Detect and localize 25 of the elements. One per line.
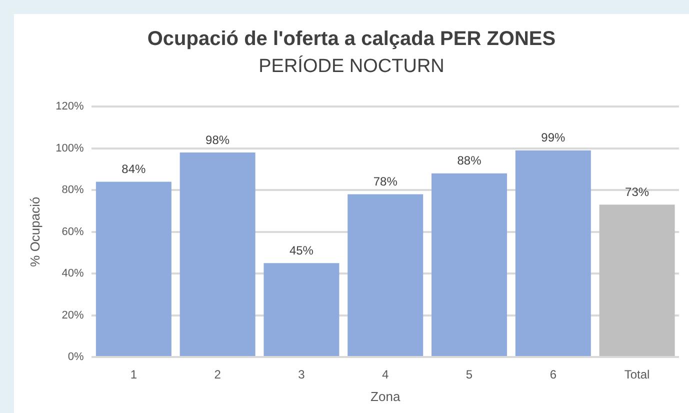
data-label: 78% — [373, 174, 398, 189]
y-tick-label: 20% — [62, 309, 84, 322]
data-label: 45% — [289, 243, 314, 258]
chart-subtitle: PERÍODE NOCTURN — [258, 56, 446, 78]
x-axis-title: Zona — [370, 388, 401, 404]
y-tick-label: 60% — [62, 226, 84, 238]
chart-title: Ocupació de l'oferta a calçada PER ZONES — [146, 28, 557, 51]
x-tick-label: 6 — [550, 368, 557, 382]
data-label: 99% — [541, 130, 566, 145]
data-label: 88% — [457, 154, 482, 168]
y-tick-label: 40% — [62, 268, 84, 280]
x-tick-label: 5 — [466, 368, 473, 382]
data-label: 73% — [625, 184, 650, 199]
y-tick-label: 80% — [62, 184, 84, 196]
data-label: 98% — [206, 132, 230, 147]
y-tick-label: 120% — [56, 100, 84, 113]
x-tick-label: 3 — [298, 368, 306, 382]
data-label: 84% — [122, 162, 146, 176]
x-tick-label: Total — [624, 368, 650, 382]
y-tick-label: 100% — [56, 142, 84, 154]
x-tick-label: 2 — [214, 368, 222, 382]
y-tick-label: 0% — [68, 351, 84, 364]
y-axis-title: % Ocupació — [27, 196, 42, 267]
x-tick-label: 1 — [130, 368, 138, 382]
x-tick-label: 4 — [382, 368, 390, 382]
